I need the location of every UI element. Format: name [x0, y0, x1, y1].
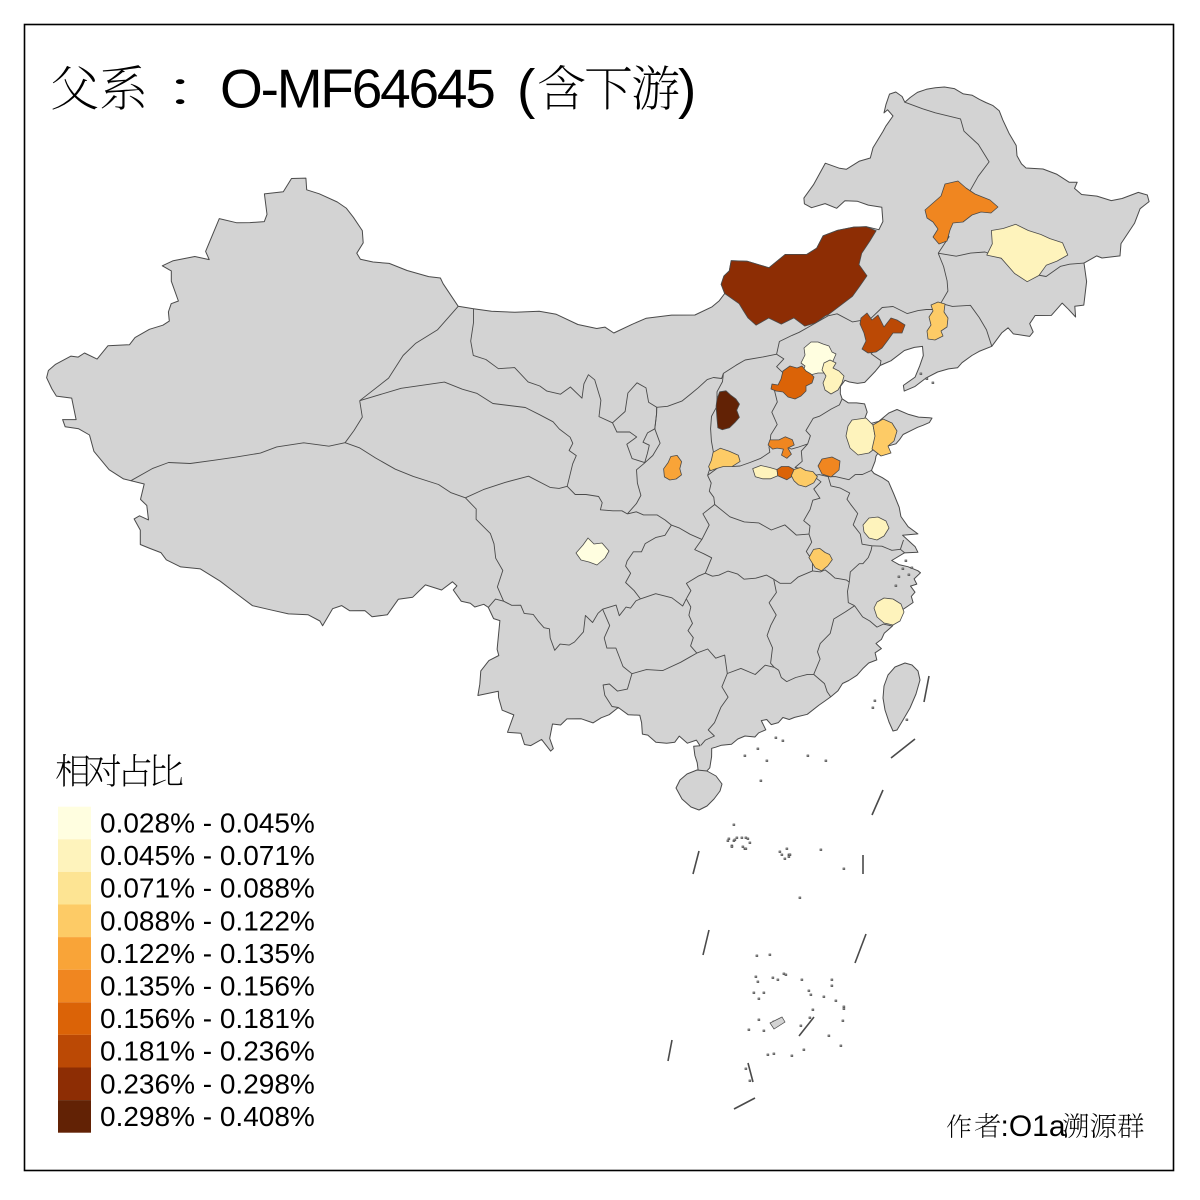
- svg-text:0.071% - 0.088%: 0.071% - 0.088%: [100, 873, 315, 904]
- svg-text:0.135% - 0.156%: 0.135% - 0.156%: [100, 971, 315, 1002]
- svg-text:0.181% - 0.236%: 0.181% - 0.236%: [100, 1036, 315, 1067]
- svg-text:(: (: [517, 58, 535, 120]
- svg-text:0.236% - 0.298%: 0.236% - 0.298%: [100, 1068, 315, 1099]
- svg-text:0.298% - 0.408%: 0.298% - 0.408%: [100, 1101, 315, 1132]
- svg-text:0.156% - 0.181%: 0.156% - 0.181%: [100, 1003, 315, 1034]
- svg-text:0.028% - 0.045%: 0.028% - 0.045%: [100, 808, 315, 839]
- svg-text::O1a: :O1a: [1001, 1110, 1066, 1143]
- svg-text:O-MF64645: O-MF64645: [220, 58, 494, 120]
- svg-text:): ): [678, 58, 696, 120]
- svg-text:0.088% - 0.122%: 0.088% - 0.122%: [100, 905, 315, 936]
- svg-text:0.122% - 0.135%: 0.122% - 0.135%: [100, 938, 315, 969]
- svg-text:0.045% - 0.071%: 0.045% - 0.071%: [100, 840, 315, 871]
